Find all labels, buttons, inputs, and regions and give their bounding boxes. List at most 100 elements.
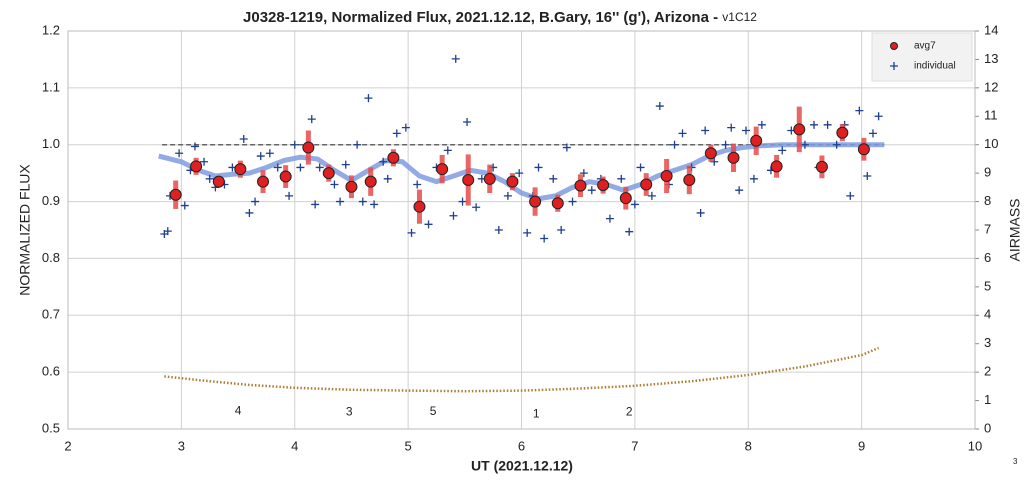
individual-point (568, 197, 577, 206)
avg7-point (660, 169, 673, 182)
individual-point (701, 126, 710, 135)
annotation: 5 (430, 404, 437, 418)
x-tick-label: 6 (518, 438, 525, 453)
individual-point (735, 186, 744, 195)
individual-point (370, 200, 379, 209)
individual-point (810, 120, 819, 129)
individual-point (358, 197, 367, 206)
y-tick-label: 0.6 (42, 364, 60, 379)
y-tick-label: 0.8 (42, 250, 60, 265)
x-tick-label: 8 (745, 438, 752, 453)
legend-label: individual (914, 61, 956, 72)
avg7-point (212, 175, 225, 188)
individual-point (205, 174, 214, 183)
individual-point (330, 180, 339, 189)
individual-point (296, 163, 305, 172)
individual-point (175, 149, 184, 158)
legend-box (871, 32, 973, 82)
avg7-point (750, 134, 763, 147)
version: v1C12 (722, 10, 757, 24)
avg7-point (506, 175, 519, 188)
individual-point (655, 102, 664, 111)
individual-point (251, 197, 260, 206)
individual-point (265, 149, 274, 158)
individual-point (757, 120, 766, 129)
individual-point (315, 163, 324, 172)
avg7-point (462, 173, 475, 186)
y2-tick-label: 1 (984, 392, 991, 407)
individual-point (180, 201, 189, 210)
y2-tick-label: 4 (984, 307, 991, 322)
individual-point (285, 191, 294, 200)
individual-point (392, 129, 401, 138)
individual-point (874, 112, 883, 121)
individual-point (407, 228, 416, 237)
individual-point (413, 180, 422, 189)
avg7-point (793, 123, 806, 136)
avg7-point (619, 192, 632, 205)
individual-point (625, 227, 634, 236)
y2-tick-label: 3 (984, 335, 991, 350)
individual-point (630, 200, 639, 209)
individual-point (523, 228, 532, 237)
y-axis-title: NORMALIZED FLUX (17, 164, 33, 296)
avg7-point (279, 170, 292, 183)
individual-point (549, 174, 558, 183)
avg7-point (683, 173, 696, 186)
individual-point (863, 171, 872, 180)
y2-tick-label: 0 (984, 420, 991, 435)
avg7-point (436, 163, 449, 176)
individual-point (540, 234, 549, 243)
individual-point (341, 160, 350, 169)
y2-tick-label: 7 (984, 221, 991, 236)
annotation: 2 (626, 405, 633, 419)
individual-point (463, 117, 472, 126)
avg7-point (322, 167, 335, 180)
y2-tick-label: 5 (984, 278, 991, 293)
x-tick-label: 3 (178, 438, 185, 453)
avg7-point (597, 179, 610, 192)
individual-point (636, 163, 645, 172)
avg7-point (257, 175, 270, 188)
x-tick-label: 10 (968, 438, 982, 453)
individual-point (256, 152, 265, 161)
individual-point (557, 226, 566, 234)
footnote: 3 (1013, 457, 1018, 466)
individual-point (379, 157, 388, 166)
individual-point (273, 163, 282, 172)
individual-point (846, 191, 855, 200)
avg7-point (770, 160, 783, 173)
title: J0328-1219, Normalized Flux, 2021.12.12,… (243, 9, 722, 26)
y2-tick-label: 14 (984, 22, 998, 37)
individual-point (458, 197, 467, 206)
individual-point (778, 146, 787, 155)
x-tick-label: 5 (405, 438, 412, 453)
y2-tick-label: 8 (984, 193, 991, 208)
individual-point (678, 129, 687, 138)
legend-label: avg7 (914, 41, 936, 52)
individual-point (190, 142, 199, 151)
avg7-point (345, 180, 358, 193)
y-tick-label: 0.9 (42, 193, 60, 208)
individual-point (163, 227, 172, 236)
individual-point (800, 140, 809, 149)
avg7-point (302, 141, 315, 154)
individual-point (749, 174, 758, 183)
individual-point (472, 203, 481, 212)
individual-point (617, 174, 626, 183)
individual-point (696, 208, 705, 217)
individual-point (494, 226, 503, 234)
avg7-point (836, 126, 849, 139)
individual-point (647, 191, 656, 200)
avg7-point (727, 151, 740, 164)
individual-point (605, 214, 614, 223)
individual-point (364, 94, 373, 103)
individual-point (670, 140, 679, 149)
avg7-point (640, 178, 653, 191)
x-tick-label: 7 (631, 438, 638, 453)
y-tick-label: 1.1 (42, 79, 60, 94)
x-tick-label: 2 (64, 438, 71, 453)
y2-tick-label: 10 (984, 136, 998, 151)
